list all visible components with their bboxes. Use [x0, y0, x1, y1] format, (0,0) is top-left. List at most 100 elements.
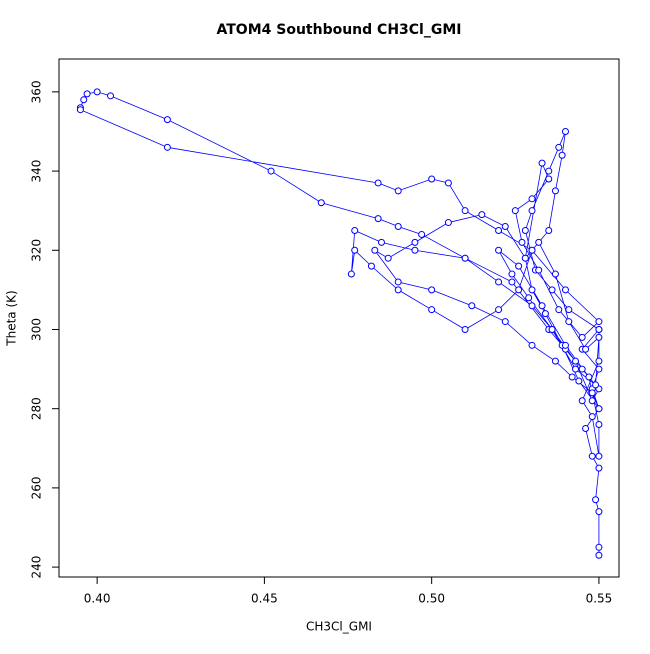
data-point — [107, 92, 115, 100]
data-point — [428, 175, 436, 183]
x-tick-label: 0.55 — [586, 592, 613, 606]
data-point — [468, 302, 476, 310]
data-point — [548, 325, 556, 333]
data-point — [428, 286, 436, 294]
data-point — [394, 187, 402, 195]
data-point — [508, 270, 516, 278]
data-point — [528, 302, 536, 310]
data-point — [495, 246, 503, 254]
data-point — [595, 405, 603, 413]
data-point — [394, 278, 402, 286]
data-point — [595, 357, 603, 365]
data-point — [588, 397, 596, 405]
data-point — [551, 187, 559, 195]
data-point — [508, 278, 516, 286]
data-point — [428, 306, 436, 314]
data-point — [565, 306, 573, 314]
data-point — [588, 389, 596, 397]
data-point — [595, 452, 603, 460]
data-point — [461, 254, 469, 262]
data-point — [575, 377, 583, 385]
data-point — [588, 452, 596, 460]
data-point — [578, 397, 586, 405]
data-point — [535, 266, 543, 274]
data-point — [347, 270, 355, 278]
data-point — [555, 143, 563, 151]
data-point — [535, 238, 543, 246]
data-point — [561, 127, 569, 135]
x-tick-label: 0.45 — [251, 592, 278, 606]
data-point — [561, 286, 569, 294]
data-point — [528, 286, 536, 294]
data-point — [528, 195, 536, 203]
data-point — [461, 325, 469, 333]
data-point — [582, 345, 590, 353]
data-point — [495, 226, 503, 234]
data-point — [595, 508, 603, 516]
data-point — [83, 90, 91, 98]
data-point — [444, 179, 452, 187]
data-point — [374, 215, 382, 223]
data-point — [595, 543, 603, 551]
data-point — [528, 207, 536, 215]
data-point — [163, 143, 171, 151]
y-tick-label: 320 — [30, 239, 44, 262]
y-tick-label: 360 — [30, 80, 44, 103]
data-point — [444, 219, 452, 227]
x-tick-label: 0.40 — [84, 592, 111, 606]
data-point — [367, 262, 375, 270]
data-point — [515, 262, 523, 270]
plot-frame — [58, 58, 620, 578]
y-tick-label: 240 — [30, 556, 44, 579]
data-point — [545, 226, 553, 234]
data-point — [585, 373, 593, 381]
data-point — [545, 167, 553, 175]
data-point — [595, 365, 603, 373]
data-point — [317, 199, 325, 207]
y-tick-label: 340 — [30, 160, 44, 183]
data-point — [351, 246, 359, 254]
data-point — [528, 246, 536, 254]
data-point — [592, 496, 600, 504]
chart-title: ATOM4 Southbound CH3Cl_GMI — [217, 22, 462, 38]
data-point — [411, 246, 419, 254]
data-point — [501, 223, 509, 231]
data-point — [371, 246, 379, 254]
data-point — [495, 278, 503, 286]
data-point — [374, 179, 382, 187]
data-point — [595, 325, 603, 333]
data-point — [551, 357, 559, 365]
data-point — [582, 424, 590, 432]
y-axis-label: Theta (K) — [5, 290, 19, 346]
data-point — [267, 167, 275, 175]
data-point — [545, 175, 553, 183]
data-point — [394, 223, 402, 231]
data-point — [163, 116, 171, 124]
data-point — [515, 286, 523, 294]
data-point — [528, 341, 536, 349]
data-point — [541, 310, 549, 318]
data-point — [538, 159, 546, 167]
data-point — [461, 207, 469, 215]
data-point — [511, 207, 519, 215]
data-point — [558, 151, 566, 159]
data-point — [572, 357, 580, 365]
data-point — [588, 413, 596, 421]
data-point — [565, 318, 573, 326]
data-point — [538, 302, 546, 310]
data-point — [80, 96, 88, 104]
y-tick-label: 260 — [30, 476, 44, 499]
y-tick-label: 280 — [30, 397, 44, 420]
x-axis-label: CH3Cl_GMI — [306, 620, 372, 634]
data-point — [555, 306, 563, 314]
data-point — [572, 365, 580, 373]
data-point — [595, 551, 603, 559]
data-point — [351, 226, 359, 234]
x-tick-label: 0.50 — [418, 592, 445, 606]
data-point — [76, 106, 84, 114]
data-point — [418, 230, 426, 238]
data-point — [595, 318, 603, 326]
data-point — [518, 238, 526, 246]
